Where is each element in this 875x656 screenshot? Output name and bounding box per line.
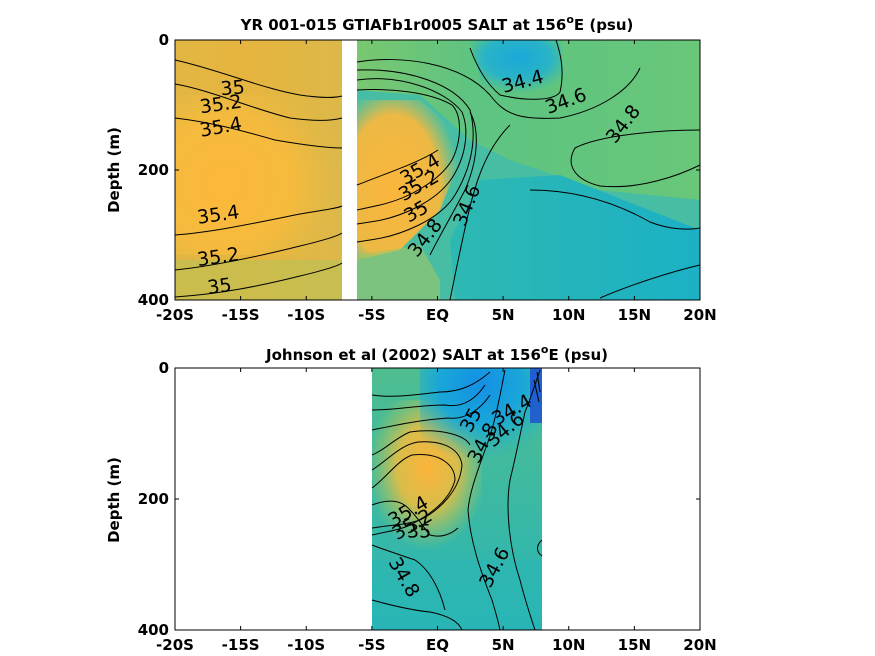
x-tick-label: -15S [222,306,260,324]
x-tick-label: -20S [156,636,194,654]
contour-label: 35 [206,274,233,299]
x-tick-label: 20N [683,636,716,654]
x-tick-label: -5S [358,306,385,324]
contour-label: 35 [220,76,246,100]
x-tick-label: 20N [683,306,716,324]
x-tick-label: 5N [492,306,515,324]
x-tick-label: 5N [492,636,515,654]
y-tick-label: 200 [138,490,169,508]
panel-model-contours [174,39,701,301]
panel-obs-field [372,368,542,630]
y-tick-label: 200 [138,161,169,179]
x-tick-label: EQ [426,636,449,654]
panel-model-axes: -20S -15S -10S -5S EQ 5N 10N 15N 20N 0 200 400 [138,31,717,324]
x-tick-label: -15S [222,636,260,654]
y-tick-label: 0 [159,359,169,377]
x-tick-label: 15N [618,306,651,324]
x-tick-label: 10N [552,636,585,654]
contour-label: 35 [407,520,431,542]
x-tick-label: -10S [287,306,325,324]
x-tick-label: -10S [287,636,325,654]
panel-obs-title: Johnson et al (2002) SALT at 156oE (psu) [265,343,608,364]
panel-obs-ylabel: Depth (m) [105,457,123,543]
panel-obs-contours [371,369,543,631]
panel-obs-axes: -20S -15S -10S -5S EQ 5N 10N 15N 20N 0 200 400 [138,359,717,654]
y-tick-label: 0 [159,31,169,49]
x-tick-label: EQ [426,306,449,324]
panel-model-title: YR 001-015 GTIAFb1r0005 SALT at 156oE (p… [240,13,634,34]
panel-obs: Johnson et al (2002) SALT at 156oE (psu)… [105,343,717,654]
x-tick-label: -5S [358,636,385,654]
panel-model-ylabel: Depth (m) [105,127,123,213]
panel-model: YR 001-015 GTIAFb1r0005 SALT at 156oE (p… [105,13,717,324]
x-tick-label: 10N [552,306,585,324]
panel-model-field [175,38,700,302]
y-tick-label: 400 [138,291,169,309]
x-tick-label: -20S [156,306,194,324]
y-tick-label: 400 [138,621,169,639]
x-tick-label: 15N [618,636,651,654]
